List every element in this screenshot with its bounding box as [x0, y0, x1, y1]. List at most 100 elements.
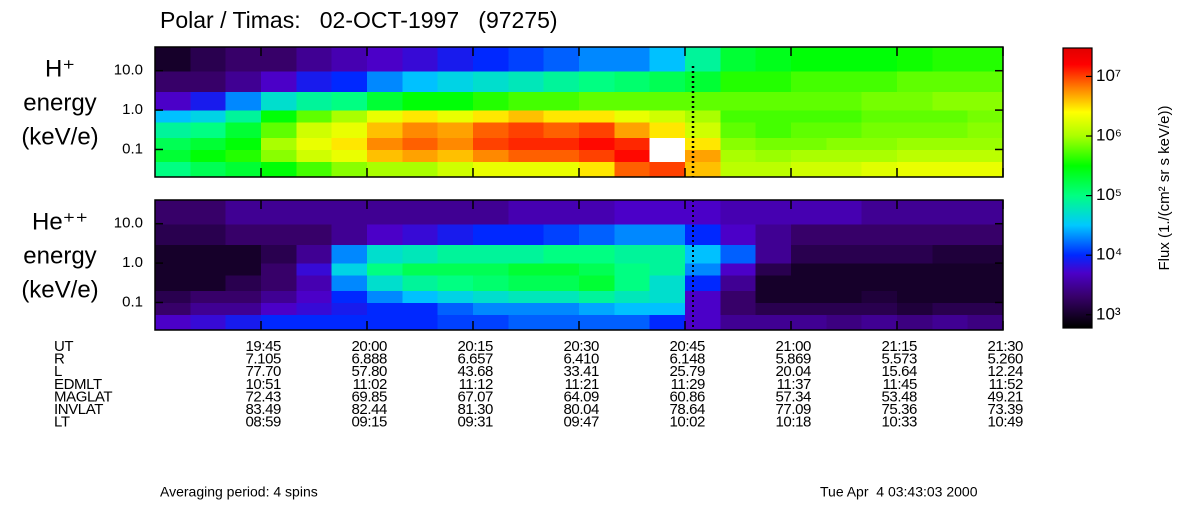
cell — [897, 70, 933, 92]
cell — [967, 47, 1004, 72]
cell — [190, 121, 227, 139]
cell — [649, 200, 686, 225]
cell — [826, 290, 863, 304]
cell — [331, 137, 368, 151]
cell — [261, 110, 297, 123]
cell — [437, 244, 474, 264]
ephemeris-value: 11:45 — [883, 376, 917, 393]
cell — [543, 161, 580, 178]
cell — [649, 223, 686, 245]
cell — [685, 70, 721, 92]
cell — [367, 161, 403, 178]
cell — [190, 47, 227, 72]
cell — [261, 91, 297, 111]
cell — [579, 263, 615, 276]
cell — [932, 263, 969, 276]
cell — [296, 274, 333, 292]
cell — [579, 110, 615, 123]
cell — [861, 274, 898, 292]
ephemeris-value: 64.09 — [563, 388, 599, 405]
cell — [367, 47, 403, 72]
ephemeris-value: 11:52 — [989, 376, 1023, 393]
cell — [861, 161, 898, 178]
cell — [331, 200, 368, 225]
ephemeris-value: 09:31 — [457, 414, 493, 431]
cell — [402, 302, 439, 315]
cell — [649, 302, 686, 315]
ephemeris-value: 10:33 — [881, 414, 917, 431]
cell — [755, 161, 792, 178]
cell — [897, 110, 933, 123]
cell — [755, 149, 792, 162]
cell — [473, 244, 509, 264]
cell — [402, 70, 439, 92]
cell — [437, 70, 474, 92]
cell — [543, 70, 580, 92]
y-tick-label: 0.1 — [122, 293, 143, 310]
cell — [402, 263, 439, 276]
cell — [579, 121, 615, 139]
cell — [331, 110, 368, 123]
cell — [897, 314, 933, 331]
cell — [402, 121, 439, 139]
ephemeris-value: 5.260 — [987, 351, 1023, 368]
cell — [897, 290, 933, 304]
cell — [331, 121, 368, 139]
cell — [579, 91, 615, 111]
cell — [190, 274, 227, 292]
cell — [367, 70, 403, 92]
cell — [826, 200, 863, 225]
cell — [331, 47, 368, 72]
ephemeris-value: 78.64 — [669, 401, 705, 418]
cell — [614, 47, 651, 72]
cell — [755, 70, 792, 92]
cell — [473, 200, 509, 225]
cell — [685, 47, 721, 72]
cell — [261, 200, 297, 225]
cell — [579, 223, 615, 245]
cell — [932, 110, 969, 123]
colorbar-tick-label: 10⁶ — [1096, 126, 1122, 145]
cell — [402, 137, 439, 151]
cell — [932, 223, 969, 245]
cell — [543, 200, 580, 225]
cell — [791, 244, 827, 264]
cell — [437, 223, 474, 245]
cell — [861, 121, 898, 139]
cell — [190, 244, 227, 264]
cell — [685, 161, 721, 178]
cell — [755, 91, 792, 111]
cell — [473, 161, 509, 178]
cell — [508, 200, 545, 225]
cell — [826, 263, 863, 276]
cell — [720, 137, 757, 151]
ephemeris-value: 25.79 — [669, 363, 705, 380]
cell — [296, 290, 333, 304]
cell — [897, 161, 933, 178]
cell — [402, 290, 439, 304]
ephemeris-value: 11:29 — [671, 376, 705, 393]
ephemeris-value: 33.41 — [563, 363, 599, 380]
cell — [614, 244, 651, 264]
cell — [331, 70, 368, 92]
cell — [861, 302, 898, 315]
y-axis-label: (keV/e) — [21, 276, 98, 303]
cell — [932, 149, 969, 162]
cell — [897, 274, 933, 292]
cell — [437, 274, 474, 292]
cell — [755, 302, 792, 315]
ephemeris-value: 09:47 — [563, 414, 599, 431]
cell — [508, 263, 545, 276]
cell — [649, 274, 686, 292]
colorbar-label: Flux (1./(cm² sr s keV/e)) — [1156, 105, 1173, 270]
cell — [791, 70, 827, 92]
cell — [897, 200, 933, 225]
cell — [473, 47, 509, 72]
cell — [155, 314, 191, 331]
cell — [225, 244, 262, 264]
cell — [225, 121, 262, 139]
cell — [437, 161, 474, 178]
cell — [579, 302, 615, 315]
ephemeris-value: 73.39 — [987, 401, 1023, 418]
cell — [508, 244, 545, 264]
